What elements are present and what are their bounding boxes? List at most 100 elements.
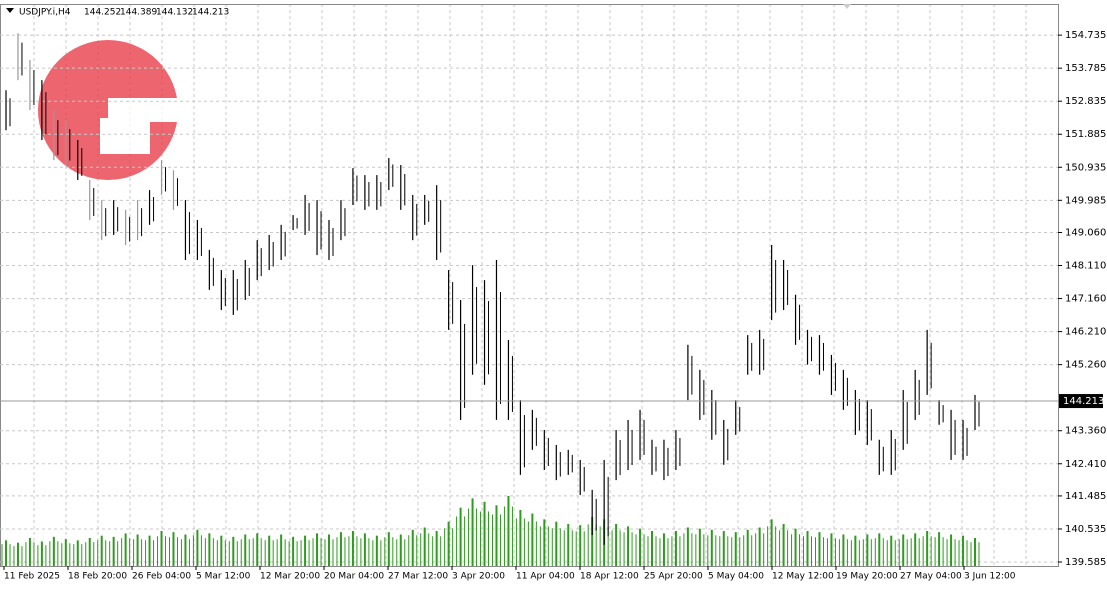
symbol-title: USDJPY.i,H4 xyxy=(19,8,71,18)
volume-bar xyxy=(914,533,917,566)
volume-bar xyxy=(830,533,833,566)
volume-bar xyxy=(28,538,31,566)
x-tick-label: 11 Apr 04:00 xyxy=(516,572,575,582)
volume-bar xyxy=(722,531,725,566)
x-tick-label: 12 May 12:00 xyxy=(772,572,834,582)
volume-bar xyxy=(268,535,271,566)
header-value: 144.213 xyxy=(192,8,229,18)
x-tick-label: 3 Apr 20:00 xyxy=(452,572,505,582)
volume-bar xyxy=(471,498,474,566)
volume-bar xyxy=(363,533,366,566)
volume-bar xyxy=(591,517,594,566)
volume-bar xyxy=(806,531,809,566)
volume-bar xyxy=(232,536,235,566)
volume-bar xyxy=(220,535,223,566)
volume-bar xyxy=(734,532,737,566)
volume-bar xyxy=(435,531,438,566)
volume-bar xyxy=(447,521,450,566)
volume-bar xyxy=(866,534,869,566)
volume-bar xyxy=(627,526,630,566)
volume-bar xyxy=(52,536,55,566)
volume-bar xyxy=(112,536,115,566)
volume-bar xyxy=(5,540,7,566)
scroll-marker xyxy=(843,4,851,9)
volume-bar xyxy=(770,519,773,566)
header-value: 144.252 xyxy=(84,8,121,18)
y-tick-label: 147.160 xyxy=(1065,294,1106,305)
volume-bar xyxy=(531,513,534,566)
y-tick-label: 145.260 xyxy=(1065,360,1106,371)
volume-bar xyxy=(328,534,330,566)
volume-bar xyxy=(842,534,845,566)
vertical-grid xyxy=(33,4,1027,566)
x-tick-label: 27 Mar 12:00 xyxy=(388,572,448,582)
volume-bar xyxy=(16,542,19,566)
volume-bar xyxy=(639,528,642,566)
volume-bar xyxy=(555,521,558,566)
volume-bar xyxy=(962,535,965,566)
x-tick-label: 20 Mar 04:00 xyxy=(324,572,384,582)
volume-bar xyxy=(902,534,905,566)
y-tick-label: 146.210 xyxy=(1065,327,1106,338)
volume-bar xyxy=(100,535,103,566)
y-tick-label: 154.735 xyxy=(1065,30,1106,41)
x-tick-label: 3 Jun 12:00 xyxy=(964,572,1016,582)
x-tick-label: 26 Feb 04:00 xyxy=(132,572,191,582)
volume-bar xyxy=(926,531,929,566)
volume-bar xyxy=(256,533,259,566)
header-value: 144.132 xyxy=(156,8,193,18)
volume-bar xyxy=(244,534,247,566)
volume-bar xyxy=(316,533,319,566)
y-tick-label: 152.835 xyxy=(1065,96,1106,107)
volume-bar xyxy=(890,535,893,566)
volume-bar xyxy=(710,529,713,566)
last-price-label: 144.213 xyxy=(1063,396,1104,407)
volume-bar xyxy=(423,527,426,566)
header-value: 144.389 xyxy=(120,8,157,18)
volume-bar xyxy=(543,519,546,566)
y-tick-label: 149.060 xyxy=(1065,227,1106,238)
y-tick-label: 141.485 xyxy=(1065,491,1106,502)
volume-bar xyxy=(507,496,510,566)
volume-bar xyxy=(938,532,941,566)
y-tick-label: 140.535 xyxy=(1065,524,1106,535)
volume-bar xyxy=(64,539,67,566)
volume-bar xyxy=(878,533,881,566)
x-tick-label: 12 Mar 20:00 xyxy=(260,572,320,582)
x-tick-label: 11 Feb 2025 xyxy=(4,572,60,582)
volume-bar xyxy=(567,524,570,566)
volume-bar xyxy=(651,531,653,566)
x-tick-label: 25 Apr 20:00 xyxy=(644,572,703,582)
volume-bar xyxy=(160,531,163,566)
plot-frame xyxy=(0,4,1059,567)
x-tick-label: 5 Mar 12:00 xyxy=(196,572,251,582)
menu-arrow[interactable] xyxy=(6,8,14,13)
volume-bar xyxy=(411,529,414,566)
last-price-box xyxy=(1059,394,1103,409)
volume-bar xyxy=(698,528,701,566)
volume-bar xyxy=(387,532,390,566)
volume-bar xyxy=(854,535,857,566)
y-tick-label: 151.885 xyxy=(1065,129,1106,140)
volume-bar xyxy=(375,535,378,566)
x-tick-label: 5 May 04:00 xyxy=(708,572,764,582)
volume-bar xyxy=(686,527,689,566)
volume-bar xyxy=(782,524,785,566)
volume-bar xyxy=(794,528,797,566)
volume-bar xyxy=(136,534,139,566)
volume-bar xyxy=(184,534,187,566)
volume-bar xyxy=(339,532,342,566)
x-tick-label: 27 May 04:00 xyxy=(900,572,962,582)
logo-inner xyxy=(100,118,150,154)
x-tick-label: 18 Feb 20:00 xyxy=(68,572,127,582)
volume-bar xyxy=(483,501,486,566)
volume-bar xyxy=(519,510,522,566)
volume-bar xyxy=(662,533,665,566)
y-tick-label: 139.585 xyxy=(1065,557,1106,568)
volume-bar xyxy=(615,524,618,566)
volume-bar xyxy=(674,531,677,566)
volume-bar xyxy=(304,535,307,566)
volume-bar xyxy=(974,538,976,566)
